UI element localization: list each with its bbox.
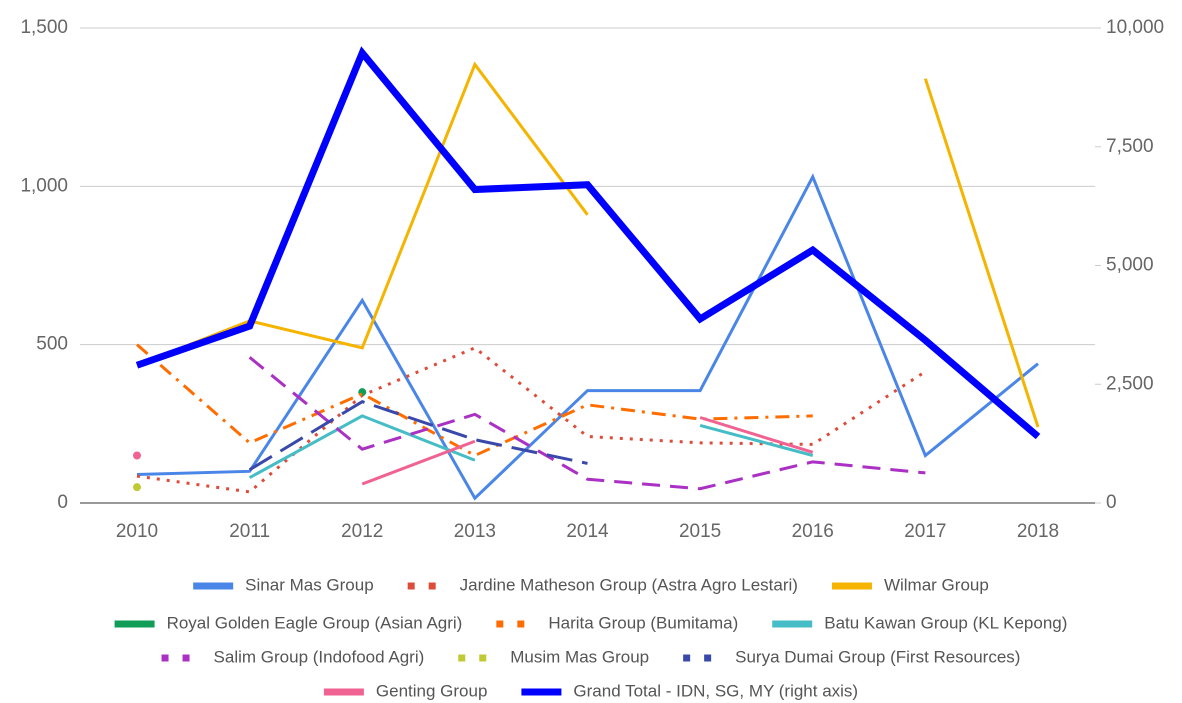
x-tick-label: 2011 <box>229 521 270 542</box>
series-line <box>135 46 1041 440</box>
series-line <box>136 61 589 367</box>
y2-tick-label: 7,500 <box>1106 136 1154 157</box>
y-tick-label: 1,000 <box>20 175 68 196</box>
series-line <box>699 416 814 454</box>
series-line <box>136 343 813 458</box>
series-point <box>133 483 141 492</box>
legend-label: Salim Group (Indofood Agri) <box>214 647 425 666</box>
legend-label: Sinar Mas Group <box>245 575 374 594</box>
legend-label: Jardine Matheson Group (Astra Agro Lesta… <box>460 575 798 594</box>
series-line <box>923 78 1040 428</box>
x-tick-label: 2017 <box>904 521 946 542</box>
series-line <box>248 356 926 491</box>
y-tick-label: 0 <box>57 492 68 513</box>
x-tick-label: 2010 <box>116 521 158 542</box>
legend-row: Sinar Mas Group Jardine Matheson Group (A… <box>193 575 989 594</box>
x-tick-label: 2014 <box>566 521 609 542</box>
y-tick-label: 1,500 <box>20 17 68 38</box>
legend-row: Royal Golden Eagle Group (Asian Agri) Har… <box>114 613 1067 632</box>
legend-row: Genting Group Grand Total - IDN, SG, MY (… <box>323 681 858 700</box>
legend-label: Musim Mas Group <box>510 647 649 666</box>
legend-label: Surya Dumai Group (First Resources) <box>735 647 1020 666</box>
x-tick-label: 2018 <box>1017 521 1059 542</box>
y2-tick-label: 10,000 <box>1106 17 1164 38</box>
y-tick-label: 500 <box>36 334 68 355</box>
series-line <box>136 173 1039 501</box>
y2-tick-label: 0 <box>1106 492 1117 513</box>
x-tick-label: 2012 <box>341 521 383 542</box>
series-line <box>248 400 588 472</box>
legend-label: Batu Kawan Group (KL Kepong) <box>824 613 1067 632</box>
legend-label: Royal Golden Eagle Group (Asian Agri) <box>167 613 463 632</box>
legend-label: Harita Group (Bumitama) <box>548 613 738 632</box>
y2-tick-label: 5,000 <box>1106 255 1154 276</box>
series-line <box>248 414 476 479</box>
series-point <box>133 451 141 460</box>
legend-label: Genting Group <box>376 681 488 700</box>
series-line <box>361 439 476 486</box>
x-tick-label: 2016 <box>792 521 834 542</box>
x-tick-label: 2015 <box>679 521 721 542</box>
legend-label: Grand Total - IDN, SG, MY (right axis) <box>573 681 858 700</box>
legend-row: Salim Group (Indofood Agri) Musim Mas Gro… <box>161 647 1020 666</box>
series-line <box>699 423 814 457</box>
legend-label: Wilmar Group <box>884 575 989 594</box>
x-tick-label: 2013 <box>454 521 496 542</box>
series-line <box>136 346 927 494</box>
y2-tick-label: 2,500 <box>1106 373 1154 394</box>
